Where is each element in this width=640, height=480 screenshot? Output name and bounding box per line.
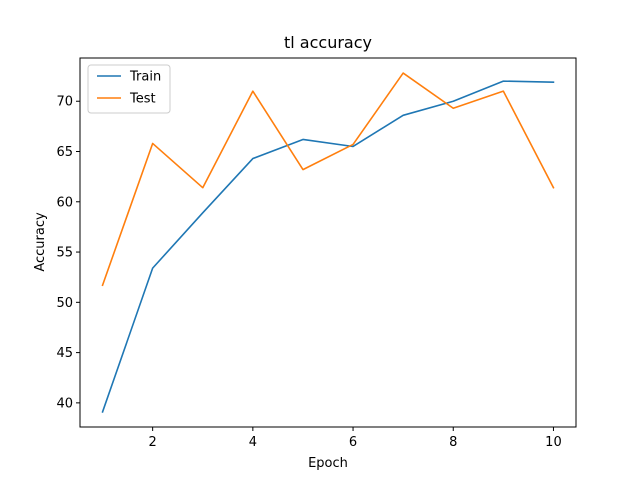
x-tick-label: 8 <box>449 435 457 450</box>
x-axis-ticks: 2 4 6 8 10 <box>149 427 562 450</box>
chart-title: tl accuracy <box>284 33 372 52</box>
y-tick-label: 50 <box>56 296 73 311</box>
y-tick-label: 60 <box>56 195 73 210</box>
y-tick-label: 65 <box>56 145 73 160</box>
x-tick-label: 10 <box>545 435 562 450</box>
series-line-train <box>101 80 555 413</box>
plot-area <box>101 72 555 413</box>
x-tick-label: 2 <box>149 435 157 450</box>
legend-label-test: Test <box>129 92 156 107</box>
y-tick-label: 70 <box>56 95 73 110</box>
x-tick-label: 6 <box>349 435 357 450</box>
axes-frame <box>79 57 577 428</box>
x-axis-label: Epoch <box>308 456 348 471</box>
y-tick-label: 45 <box>56 346 73 361</box>
x-tick-label: 4 <box>249 435 257 450</box>
legend: Train Test <box>87 64 171 114</box>
legend-label-train: Train <box>129 70 161 85</box>
series-line-test <box>101 72 555 287</box>
legend-box <box>87 64 171 114</box>
y-tick-label: 55 <box>56 246 73 261</box>
y-tick-label: 40 <box>56 396 73 411</box>
y-axis-label: Accuracy <box>33 212 48 272</box>
y-axis-ticks: 40 45 50 55 60 65 70 <box>56 95 80 411</box>
